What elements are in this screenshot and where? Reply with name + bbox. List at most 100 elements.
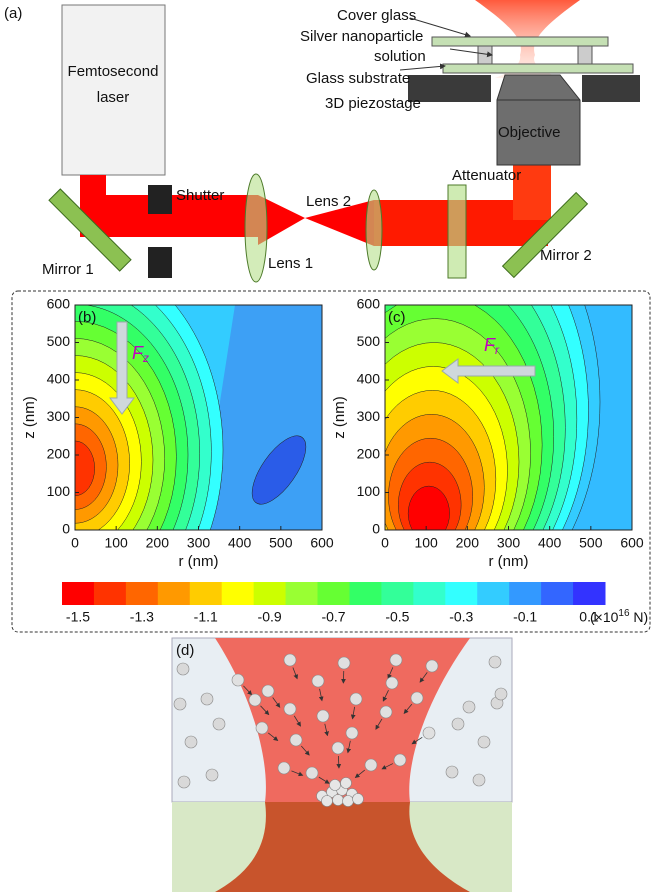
- colorbar-tick-label: -1.3: [130, 609, 154, 625]
- panel-label: (c): [388, 309, 406, 326]
- figure: (a)FemtosecondlaserMirror 1ShutterLens 1…: [0, 0, 661, 892]
- lens-label: Lens 2: [306, 193, 351, 210]
- nanoparticle: [446, 766, 458, 778]
- force-subscript: z: [142, 351, 149, 365]
- cover-glass: [432, 37, 608, 46]
- y-tick-label: 600: [47, 296, 71, 312]
- colorbar-cell: [190, 582, 222, 605]
- setup-label: 3D piezostage: [325, 95, 421, 112]
- shutter-block: [148, 247, 172, 278]
- nanoparticle: [177, 663, 189, 675]
- y-tick-label: 200: [47, 446, 71, 462]
- glass-substrate: [443, 64, 633, 73]
- colorbar-cell: [158, 582, 190, 605]
- colorbar-cell: [509, 582, 541, 605]
- x-tick-label: 100: [104, 535, 128, 551]
- aggregate-particle: [322, 796, 333, 807]
- nanoparticle: [284, 654, 296, 666]
- colorbar-cell: [94, 582, 126, 605]
- colorbar-tick-label: -1.5: [66, 609, 90, 625]
- y-tick-label: 100: [47, 483, 71, 499]
- shutter-label: Shutter: [176, 187, 224, 204]
- y-tick-label: 400: [47, 371, 71, 387]
- colorbar-unit: (×1016 N): [590, 608, 648, 625]
- stage-block: [582, 75, 640, 102]
- x-axis-label: r (nm): [489, 553, 529, 570]
- lens-label: Lens 1: [268, 255, 313, 272]
- nanoparticle: [206, 769, 218, 781]
- x-axis-label: r (nm): [179, 553, 219, 570]
- nanoparticle: [317, 710, 329, 722]
- colorbar-tick-label: -0.9: [258, 609, 282, 625]
- y-tick-label: 400: [357, 371, 381, 387]
- colorbar-cell: [126, 582, 158, 605]
- colorbar-cell: [477, 582, 509, 605]
- nanoparticle: [338, 657, 350, 669]
- colorbar-cell: [318, 582, 350, 605]
- panel-label: (b): [78, 309, 96, 326]
- nanoparticle: [386, 677, 398, 689]
- nanoparticle: [284, 703, 296, 715]
- laser-label: Femtosecond: [68, 63, 159, 80]
- x-tick-label: 200: [146, 535, 170, 551]
- colorbar-cell: [222, 582, 254, 605]
- nanoparticle: [174, 698, 186, 710]
- nanoparticle: [350, 693, 362, 705]
- y-tick-label: 300: [47, 408, 71, 424]
- setup-label: Silver nanoparticle: [300, 28, 423, 45]
- nanoparticle: [473, 774, 485, 786]
- lens: [245, 174, 267, 282]
- nanoparticle: [232, 674, 244, 686]
- unit-prefix: (×10: [590, 609, 619, 625]
- page: {"panel_a":{"label":"(a)","laser":["Femt…: [0, 0, 661, 892]
- x-tick-label: 500: [269, 535, 293, 551]
- colorbar-tick-label: -0.5: [385, 609, 409, 625]
- nanoparticle: [262, 685, 274, 697]
- attenuator: [448, 185, 466, 278]
- aggregate-particle: [353, 794, 364, 805]
- y-tick-label: 0: [62, 521, 70, 537]
- nanoparticle: [489, 656, 501, 668]
- contour: [408, 486, 449, 541]
- lens: [366, 190, 382, 270]
- nanoparticle: [256, 722, 268, 734]
- nanoparticle: [213, 718, 225, 730]
- colorbar-cell: [445, 582, 477, 605]
- x-tick-label: 0: [381, 535, 389, 551]
- spacer: [578, 46, 592, 64]
- x-tick-label: 100: [414, 535, 438, 551]
- nanoparticle: [249, 694, 261, 706]
- aggregate-particle: [343, 796, 354, 807]
- nanoparticle: [423, 727, 435, 739]
- x-tick-label: 600: [620, 535, 644, 551]
- shutter-block: [148, 185, 172, 214]
- colorbar-cell: [381, 582, 413, 605]
- nanoparticle: [278, 762, 290, 774]
- x-tick-label: 200: [456, 535, 480, 551]
- colorbar-cell: [254, 582, 286, 605]
- colorbar-cell: [349, 582, 381, 605]
- colorbar-tick-label: -1.1: [194, 609, 218, 625]
- setup-label: solution: [374, 48, 426, 65]
- x-tick-label: 400: [538, 535, 562, 551]
- motion-arrow: [338, 756, 339, 768]
- aggregate-particle: [333, 795, 344, 806]
- unit-suffix: N): [630, 609, 649, 625]
- aggregate-particle: [341, 778, 352, 789]
- nanoparticle: [394, 754, 406, 766]
- nanoparticle: [332, 742, 344, 754]
- y-axis-label: z (nm): [21, 396, 38, 439]
- nanoparticle: [380, 706, 392, 718]
- colorbar-cell: [541, 582, 573, 605]
- attenuator-label: Attenuator: [452, 167, 521, 184]
- nanoparticle: [452, 718, 464, 730]
- aggregate-particle: [330, 780, 341, 791]
- colorbar-cell: [573, 582, 605, 605]
- x-tick-label: 400: [228, 535, 252, 551]
- objective-label: Objective: [498, 124, 561, 141]
- y-tick-label: 200: [357, 446, 381, 462]
- panel-label: (d): [176, 642, 194, 659]
- panel-label: (a): [4, 5, 22, 22]
- x-tick-label: 0: [71, 535, 79, 551]
- nanoparticle: [306, 767, 318, 779]
